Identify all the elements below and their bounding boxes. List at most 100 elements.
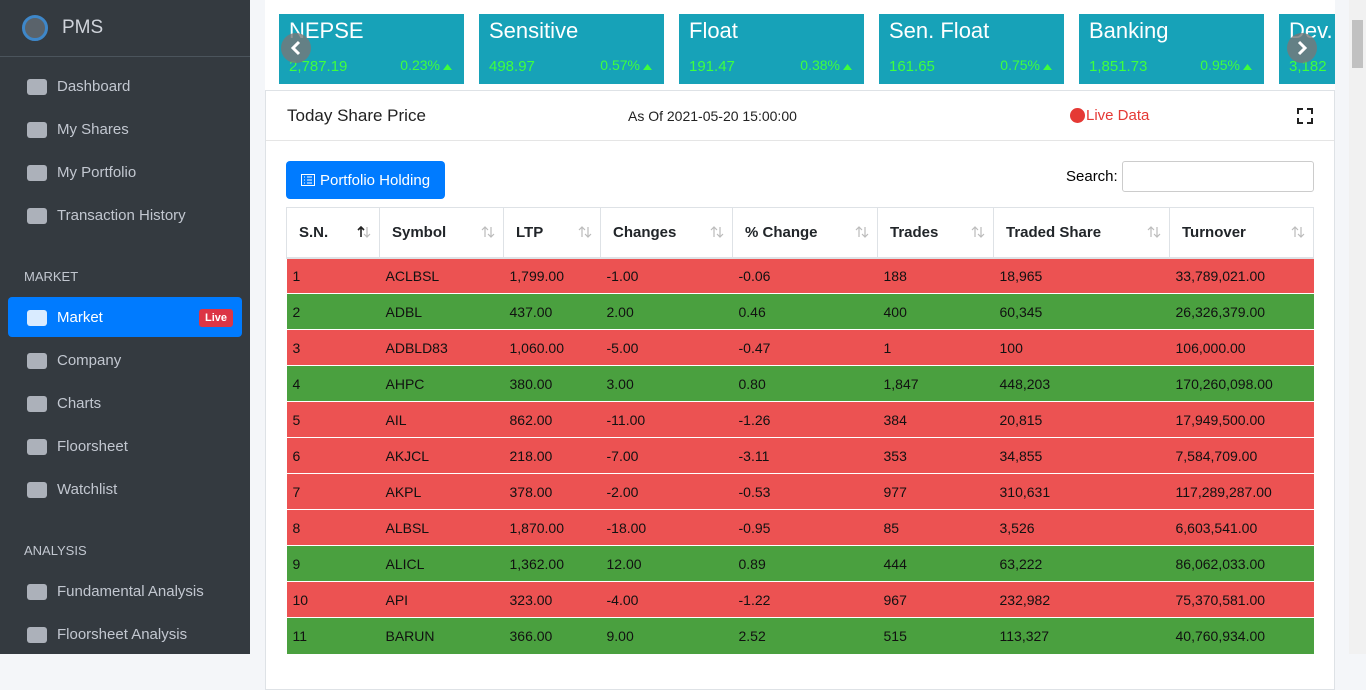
nav-item[interactable]: Floorsheet (0, 425, 250, 468)
table-cell: 170,260,098.00 (1169, 365, 1314, 402)
sort-icon (1147, 226, 1161, 238)
chevron (290, 40, 301, 56)
table-cell: 75,370,581.00 (1169, 581, 1314, 618)
search-input[interactable] (1122, 161, 1314, 192)
next-button[interactable] (1287, 33, 1317, 63)
table-cell: 60,345 (993, 293, 1170, 330)
nav-label: Fundamental Analysis (57, 583, 204, 600)
index-value: 191.47 (689, 58, 735, 75)
table-cell: 977 (877, 473, 994, 510)
table-cell: 4 (286, 365, 380, 402)
table-row[interactable]: 5 AIL 862.00 -11.00 -1.26 384 20,815 17,949,500… (286, 401, 1314, 438)
table-cell: 967 (877, 581, 994, 618)
index-card[interactable]: Sen. Float 161.65 0.75% (879, 14, 1064, 84)
column-header[interactable]: S.N. (286, 207, 380, 259)
live-dot (1070, 108, 1085, 123)
table-cell: 0.80 (732, 365, 878, 402)
table-cell: 5 (286, 401, 380, 438)
prev-button[interactable] (281, 33, 311, 63)
nav-label: Floorsheet (57, 438, 128, 455)
index-change: 0.75% (1000, 57, 1052, 73)
nav-label: Watchlist (57, 481, 118, 498)
table-cell: 0.46 (732, 293, 878, 330)
change-text: 0.95% (1200, 57, 1240, 73)
table-row[interactable]: 7 AKPL 378.00 -2.00 -0.53 977 310,631 117,289,2… (286, 473, 1314, 510)
index-card[interactable]: Banking 1,851.73 0.95% (1079, 14, 1264, 84)
table-cell: 9.00 (600, 617, 733, 654)
nav-item[interactable]: Transaction History (0, 194, 250, 237)
table-cell: ALBSL (379, 509, 504, 546)
table-cell: 26,326,379.00 (1169, 293, 1314, 330)
fullscreen-button[interactable] (1297, 108, 1313, 124)
nav-item[interactable]: Floorsheet Analysis (0, 613, 250, 654)
nav-item[interactable]: Market Live (0, 296, 250, 339)
nav-icon (27, 164, 47, 181)
table-cell: -0.53 (732, 473, 878, 510)
table-cell: 515 (877, 617, 994, 654)
change-text: 0.57% (600, 57, 640, 73)
table-cell: -2.00 (600, 473, 733, 510)
scroll-thumb[interactable] (1352, 20, 1363, 68)
table-cell: API (379, 581, 504, 618)
chevron (1297, 40, 1308, 56)
table-cell: -0.06 (732, 257, 878, 294)
table-cell: 2 (286, 293, 380, 330)
nav-item[interactable]: My Portfolio (0, 151, 250, 194)
column-header[interactable]: Traded Share (993, 207, 1170, 259)
column-header[interactable]: Symbol (379, 207, 504, 259)
table-cell: 188 (877, 257, 994, 294)
portfolio-holding-button[interactable]: Portfolio Holding (286, 161, 445, 199)
table-cell: 448,203 (993, 365, 1170, 402)
table-cell: 34,855 (993, 437, 1170, 474)
table-cell: 444 (877, 545, 994, 582)
column-header[interactable]: Trades (877, 207, 994, 259)
table-row[interactable]: 1 ACLBSL 1,799.00 -1.00 -0.06 188 18,965 33,789… (286, 257, 1314, 294)
table-cell: 33,789,021.00 (1169, 257, 1314, 294)
index-card[interactable]: Sensitive 498.97 0.57% (479, 14, 664, 84)
table-row[interactable]: 9 ALICL 1,362.00 12.00 0.89 444 63,222 86,062,0… (286, 545, 1314, 582)
table-row[interactable]: 6 AKJCL 218.00 -7.00 -3.11 353 34,855 7,584,709… (286, 437, 1314, 474)
table-row[interactable]: 2 ADBL 437.00 2.00 0.46 400 60,345 26,326,379.0… (286, 293, 1314, 330)
search-label: Search: (1066, 168, 1118, 185)
table-cell: -0.47 (732, 329, 878, 366)
nav-icon (27, 626, 47, 643)
column-header[interactable]: % Change (732, 207, 878, 259)
table-row[interactable]: 8 ALBSL 1,870.00 -18.00 -0.95 85 3,526 6,603,54… (286, 509, 1314, 546)
nav-item[interactable]: My Shares (0, 108, 250, 151)
table-cell: 400 (877, 293, 994, 330)
table-cell: 2.52 (732, 617, 878, 654)
index-change: 0.23% (400, 57, 452, 73)
nav-label: Market (57, 309, 103, 326)
nav-item[interactable]: Watchlist (0, 468, 250, 511)
brand-name: PMS (62, 17, 104, 38)
table-row[interactable]: 10 API 323.00 -4.00 -1.22 967 232,982 75,370,58… (286, 581, 1314, 618)
index-card[interactable]: Float 191.47 0.38% (679, 14, 864, 84)
table-cell: 3.00 (600, 365, 733, 402)
table-row[interactable]: 11 BARUN 366.00 9.00 2.52 515 113,327 40,760,93… (286, 617, 1314, 654)
nav-item[interactable]: Charts (0, 382, 250, 425)
table-row[interactable]: 3 ADBLD83 1,060.00 -5.00 -0.47 1 100 106,000.00 (286, 329, 1314, 366)
nav-item[interactable]: Dashboard (0, 65, 250, 108)
table-cell: 1,362.00 (503, 545, 601, 582)
brand[interactable]: PMS (0, 0, 250, 57)
table-cell: 1 (286, 257, 380, 294)
sort-icon (578, 226, 592, 238)
table-cell: -7.00 (600, 437, 733, 474)
table-cell: -1.00 (600, 257, 733, 294)
column-title: Turnover (1182, 223, 1246, 241)
nav-item[interactable]: Company (0, 339, 250, 382)
scrollbar[interactable] (1349, 0, 1366, 654)
table-cell: 1,799.00 (503, 257, 601, 294)
sort-icon (971, 226, 985, 238)
column-header[interactable]: Changes (600, 207, 733, 259)
nav-item[interactable]: Fundamental Analysis (0, 570, 250, 613)
column-title: Changes (613, 223, 677, 241)
table-row[interactable]: 4 AHPC 380.00 3.00 0.80 1,847 448,203 170,260,0… (286, 365, 1314, 402)
table-cell: 85 (877, 509, 994, 546)
column-header[interactable]: LTP (503, 207, 601, 259)
index-name: Sensitive (489, 18, 579, 43)
index-change: 0.38% (800, 57, 852, 73)
table-cell: 218.00 (503, 437, 601, 474)
panel: Today Share Price As Of 2021-05-20 15:00… (265, 90, 1335, 690)
column-header[interactable]: Turnover (1169, 207, 1314, 259)
